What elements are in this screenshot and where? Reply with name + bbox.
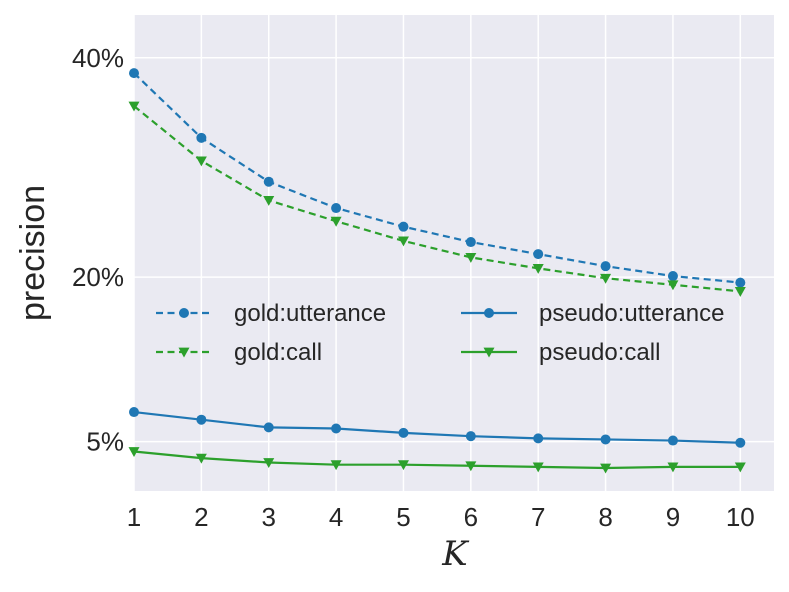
data-point	[667, 271, 678, 282]
data-point	[128, 101, 140, 112]
data-point	[735, 277, 746, 288]
tick-labels: 1 2 3 4 5 6 7 8 9 10 40% 20% 5%	[72, 43, 755, 532]
data-point	[600, 261, 611, 272]
legend-label: pseudo:utterance	[539, 300, 724, 327]
data-point	[600, 434, 611, 445]
data-point	[667, 280, 679, 291]
data-point	[533, 249, 544, 260]
data-point	[330, 216, 342, 227]
data-point	[331, 423, 342, 434]
x-tick-label: 7	[531, 502, 545, 532]
data-point	[331, 203, 342, 214]
legend-label: pseudo:call	[539, 339, 660, 366]
legend-marker	[483, 347, 495, 358]
legend-item: gold:call	[156, 339, 322, 366]
data-point	[532, 462, 544, 473]
legend-item: pseudo:utterance	[461, 300, 724, 327]
data-point	[533, 433, 544, 444]
x-tick-label: 4	[329, 502, 343, 532]
data-point	[195, 156, 207, 167]
data-point	[263, 422, 274, 433]
series-line	[133, 72, 741, 284]
data-point	[734, 462, 746, 473]
y-tick-label: 20%	[72, 262, 124, 292]
y-axis-title: precision	[14, 185, 52, 321]
data-point	[263, 195, 275, 206]
x-tick-label: 9	[666, 502, 680, 532]
x-tick-label: 10	[726, 502, 755, 532]
series-pseudo-utterance	[129, 407, 746, 448]
gridlines	[133, 15, 774, 491]
data-point	[532, 263, 544, 274]
data-point	[397, 460, 409, 471]
data-point	[263, 458, 275, 468]
data-point	[735, 437, 746, 448]
data-point	[397, 236, 409, 247]
data-point	[465, 461, 477, 472]
data-point	[600, 463, 612, 474]
y-tick-label: 5%	[86, 427, 124, 457]
legend-marker	[178, 347, 190, 358]
legend-label: gold:utterance	[234, 300, 386, 327]
x-tick-label: 6	[464, 502, 478, 532]
data-point	[600, 273, 612, 284]
legend: gold:utterance gold:call pseudo:utterance p…	[156, 300, 724, 366]
data-point	[330, 460, 342, 471]
legend-marker	[179, 308, 189, 318]
x-tick-label: 3	[262, 502, 276, 532]
series-gold-utterance	[129, 68, 746, 288]
legend-marker	[484, 308, 494, 318]
data-point	[465, 252, 477, 263]
data-point	[196, 132, 207, 143]
data-point	[465, 237, 476, 248]
series-line	[133, 105, 741, 293]
data-point	[196, 414, 207, 425]
x-tick-label: 2	[194, 502, 208, 532]
legend-item: pseudo:call	[461, 339, 660, 366]
y-tick-label: 40%	[72, 43, 124, 73]
series-pseudo-call	[128, 447, 746, 474]
data-point	[398, 427, 409, 438]
data-point	[398, 221, 409, 232]
series-line	[133, 450, 741, 470]
series-layer	[128, 68, 746, 474]
x-tick-label: 8	[598, 502, 612, 532]
data-point	[465, 431, 476, 442]
series-line	[133, 410, 741, 444]
data-point	[734, 286, 746, 297]
series-gold-call	[128, 101, 746, 297]
legend-label: gold:call	[234, 339, 322, 366]
x-tick-label: 1	[127, 502, 141, 532]
data-point	[129, 68, 139, 79]
data-point	[263, 176, 274, 187]
data-point	[129, 407, 139, 418]
x-axis-title: K	[441, 534, 470, 574]
data-point	[128, 447, 140, 458]
data-point	[195, 453, 207, 464]
x-tick-label: 5	[396, 502, 410, 532]
data-point	[667, 462, 679, 473]
legend-item: gold:utterance	[156, 300, 386, 327]
data-point	[667, 435, 678, 446]
